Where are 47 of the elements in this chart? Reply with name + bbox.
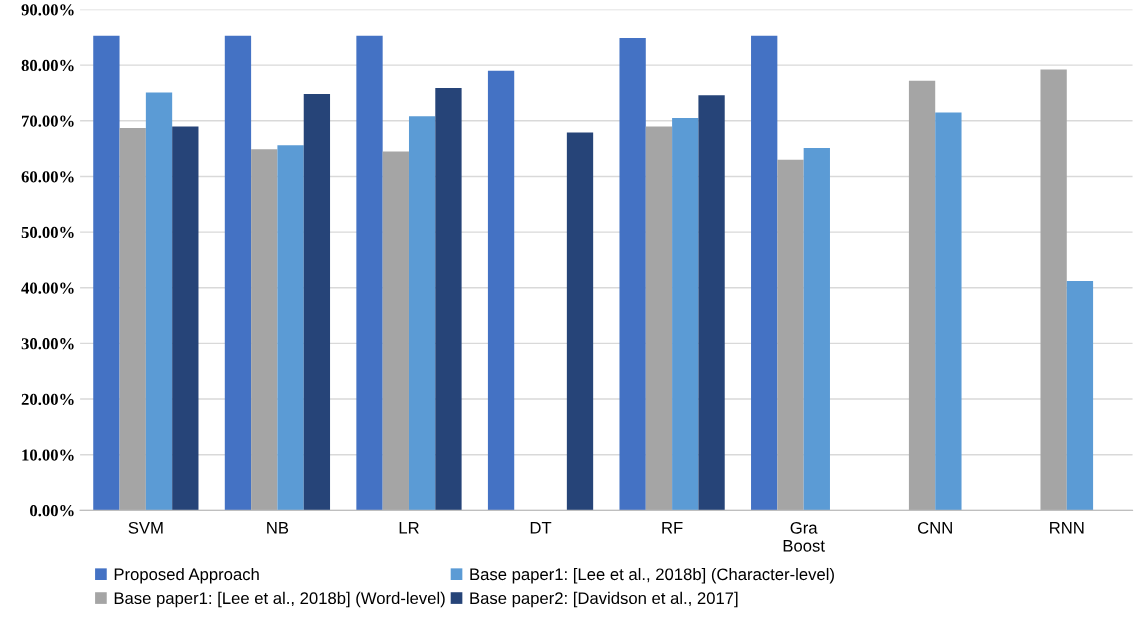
y-tick-label: 20.00% bbox=[21, 393, 74, 406]
bar bbox=[172, 126, 199, 511]
legend-label: Base paper1: [Lee et al., 2018b] (Character-level) bbox=[470, 567, 834, 584]
bar bbox=[435, 87, 462, 511]
x-tick-label: Gra Boost bbox=[783, 521, 825, 552]
bar bbox=[698, 95, 725, 511]
bar bbox=[645, 126, 673, 511]
y-tick-label: 60.00% bbox=[21, 171, 74, 183]
bar bbox=[303, 94, 331, 511]
y-tick-label: 90.00% bbox=[21, 4, 74, 16]
bar bbox=[145, 92, 173, 511]
y-tick-label: 50.00% bbox=[21, 226, 74, 239]
x-tick-label: SVM bbox=[128, 521, 163, 534]
bar bbox=[356, 35, 383, 511]
y-tick-label: 30.00% bbox=[21, 338, 74, 350]
x-tick-label: LR bbox=[399, 522, 419, 534]
bar bbox=[751, 35, 778, 511]
bar bbox=[277, 145, 304, 511]
bar bbox=[408, 116, 436, 511]
bar bbox=[487, 70, 515, 511]
bar bbox=[1040, 69, 1067, 511]
y-tick-label: 40.00% bbox=[21, 282, 74, 294]
legend-label: Proposed Approach bbox=[114, 567, 259, 584]
y-tick-label: 70.00% bbox=[22, 115, 74, 127]
bar bbox=[803, 148, 830, 511]
x-tick-label: DT bbox=[530, 522, 552, 534]
bar bbox=[672, 118, 699, 511]
x-tick-label: RNN bbox=[1050, 522, 1084, 534]
y-tick-label: 0.00% bbox=[30, 505, 74, 517]
bar bbox=[619, 37, 646, 511]
legend-label: Base paper1: [Lee et al., 2018b] (Word-level) bbox=[114, 591, 445, 608]
y-tick-label: 80.00% bbox=[21, 59, 74, 72]
y-tick-label: 10.00% bbox=[22, 449, 74, 461]
bar bbox=[93, 35, 120, 511]
bar bbox=[566, 132, 594, 511]
bar bbox=[224, 35, 252, 511]
bar bbox=[935, 112, 962, 511]
bar bbox=[777, 159, 804, 511]
bar bbox=[251, 149, 278, 511]
legend-label: Base paper2: [Davidson et al., 2017] bbox=[470, 591, 738, 608]
bar bbox=[119, 128, 146, 511]
x-tick-label: NB bbox=[267, 522, 289, 534]
bar bbox=[908, 80, 936, 511]
x-tick-label: CNN bbox=[918, 521, 952, 534]
bar bbox=[1066, 281, 1094, 511]
bar bbox=[382, 151, 409, 511]
x-tick-label: RF bbox=[662, 522, 683, 534]
